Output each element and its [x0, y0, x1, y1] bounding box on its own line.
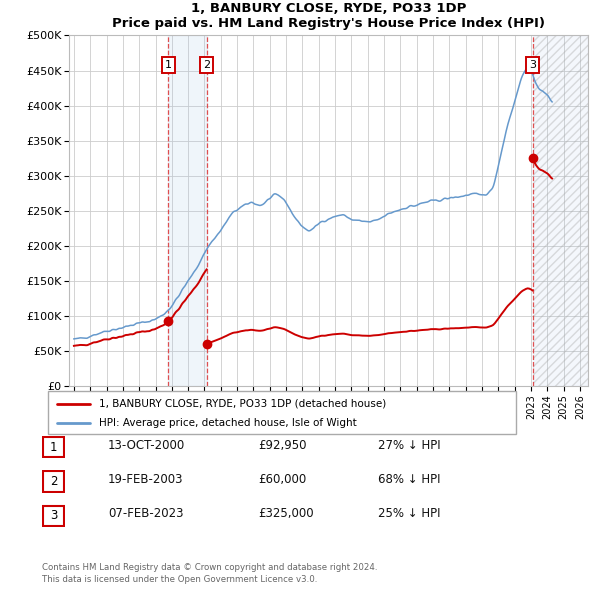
Text: 07-FEB-2023: 07-FEB-2023: [108, 507, 184, 520]
HPI: Average price, detached house, Isle of Wight: (2.02e+03, 2.72e+05): Average price, detached house, Isle of W…: [462, 192, 469, 199]
HPI: Average price, detached house, Isle of Wight: (2.02e+03, 4.54e+05): Average price, detached house, Isle of W…: [524, 64, 532, 71]
1, BANBURY CLOSE, RYDE, PO33 1DP (detached house): [188, 289, 195, 296]
1, BANBURY CLOSE, RYDE, PO33 1DP (detached house): [188, 289, 195, 296]
HPI: Average price, detached house, Isle of Wight: (2.01e+03, 2.37e+05): Average price, detached house, Isle of W…: [355, 217, 362, 224]
Text: 27% ↓ HPI: 27% ↓ HPI: [378, 439, 440, 452]
Text: 3: 3: [50, 509, 57, 522]
HPI: Average price, detached house, Isle of Wight: (2e+03, 6.77e+04): Average price, detached house, Isle of W…: [70, 335, 77, 342]
Text: 68% ↓ HPI: 68% ↓ HPI: [378, 473, 440, 486]
Text: HPI: Average price, detached house, Isle of Wight: HPI: Average price, detached house, Isle…: [100, 418, 357, 428]
Bar: [533, 35, 588, 386]
1, BANBURY CLOSE, RYDE, PO33 1DP (detached house): [165, 317, 172, 324]
Text: 25% ↓ HPI: 25% ↓ HPI: [378, 507, 440, 520]
Text: £60,000: £60,000: [258, 473, 306, 486]
HPI: Average price, detached house, Isle of Wight: (2.01e+03, 2.26e+05): Average price, detached house, Isle of W…: [300, 224, 307, 231]
Text: 19-FEB-2003: 19-FEB-2003: [108, 473, 184, 486]
Text: 13-OCT-2000: 13-OCT-2000: [108, 439, 185, 452]
Text: 2: 2: [203, 60, 210, 70]
FancyBboxPatch shape: [43, 471, 64, 491]
FancyBboxPatch shape: [48, 391, 516, 434]
Text: 1: 1: [50, 441, 57, 454]
Bar: [169, 35, 206, 386]
1, BANBURY CLOSE, RYDE, PO33 1DP (detached house): [191, 284, 198, 291]
HPI: Average price, detached house, Isle of Wight: (2.01e+03, 2.29e+05): Average price, detached house, Isle of W…: [298, 222, 305, 229]
1, BANBURY CLOSE, RYDE, PO33 1DP (detached house): [190, 286, 197, 293]
Text: £325,000: £325,000: [258, 507, 314, 520]
1, BANBURY CLOSE, RYDE, PO33 1DP (detached house): [199, 273, 206, 280]
Text: £92,950: £92,950: [258, 439, 307, 452]
FancyBboxPatch shape: [43, 437, 64, 457]
Text: 2: 2: [50, 475, 57, 488]
Text: 1, BANBURY CLOSE, RYDE, PO33 1DP (detached house): 1, BANBURY CLOSE, RYDE, PO33 1DP (detach…: [100, 399, 387, 409]
HPI: Average price, detached house, Isle of Wight: (2.01e+03, 2.41e+05): Average price, detached house, Isle of W…: [329, 214, 336, 221]
1, BANBURY CLOSE, RYDE, PO33 1DP (detached house): [182, 297, 189, 304]
Text: 3: 3: [529, 60, 536, 70]
1, BANBURY CLOSE, RYDE, PO33 1DP (detached house): [203, 266, 210, 273]
Text: 1: 1: [165, 60, 172, 70]
Text: Contains HM Land Registry data © Crown copyright and database right 2024.
This d: Contains HM Land Registry data © Crown c…: [42, 563, 377, 584]
Bar: [533, 35, 588, 386]
FancyBboxPatch shape: [43, 506, 64, 526]
Line: 1, BANBURY CLOSE, RYDE, PO33 1DP (detached house): 1, BANBURY CLOSE, RYDE, PO33 1DP (detach…: [169, 270, 206, 321]
Line: HPI: Average price, detached house, Isle of Wight: HPI: Average price, detached house, Isle…: [74, 67, 552, 339]
Title: 1, BANBURY CLOSE, RYDE, PO33 1DP
Price paid vs. HM Land Registry's House Price I: 1, BANBURY CLOSE, RYDE, PO33 1DP Price p…: [112, 2, 545, 30]
HPI: Average price, detached house, Isle of Wight: (2.02e+03, 4.22e+05): Average price, detached house, Isle of W…: [538, 87, 545, 94]
HPI: Average price, detached house, Isle of Wight: (2.02e+03, 4.05e+05): Average price, detached house, Isle of W…: [548, 99, 556, 106]
